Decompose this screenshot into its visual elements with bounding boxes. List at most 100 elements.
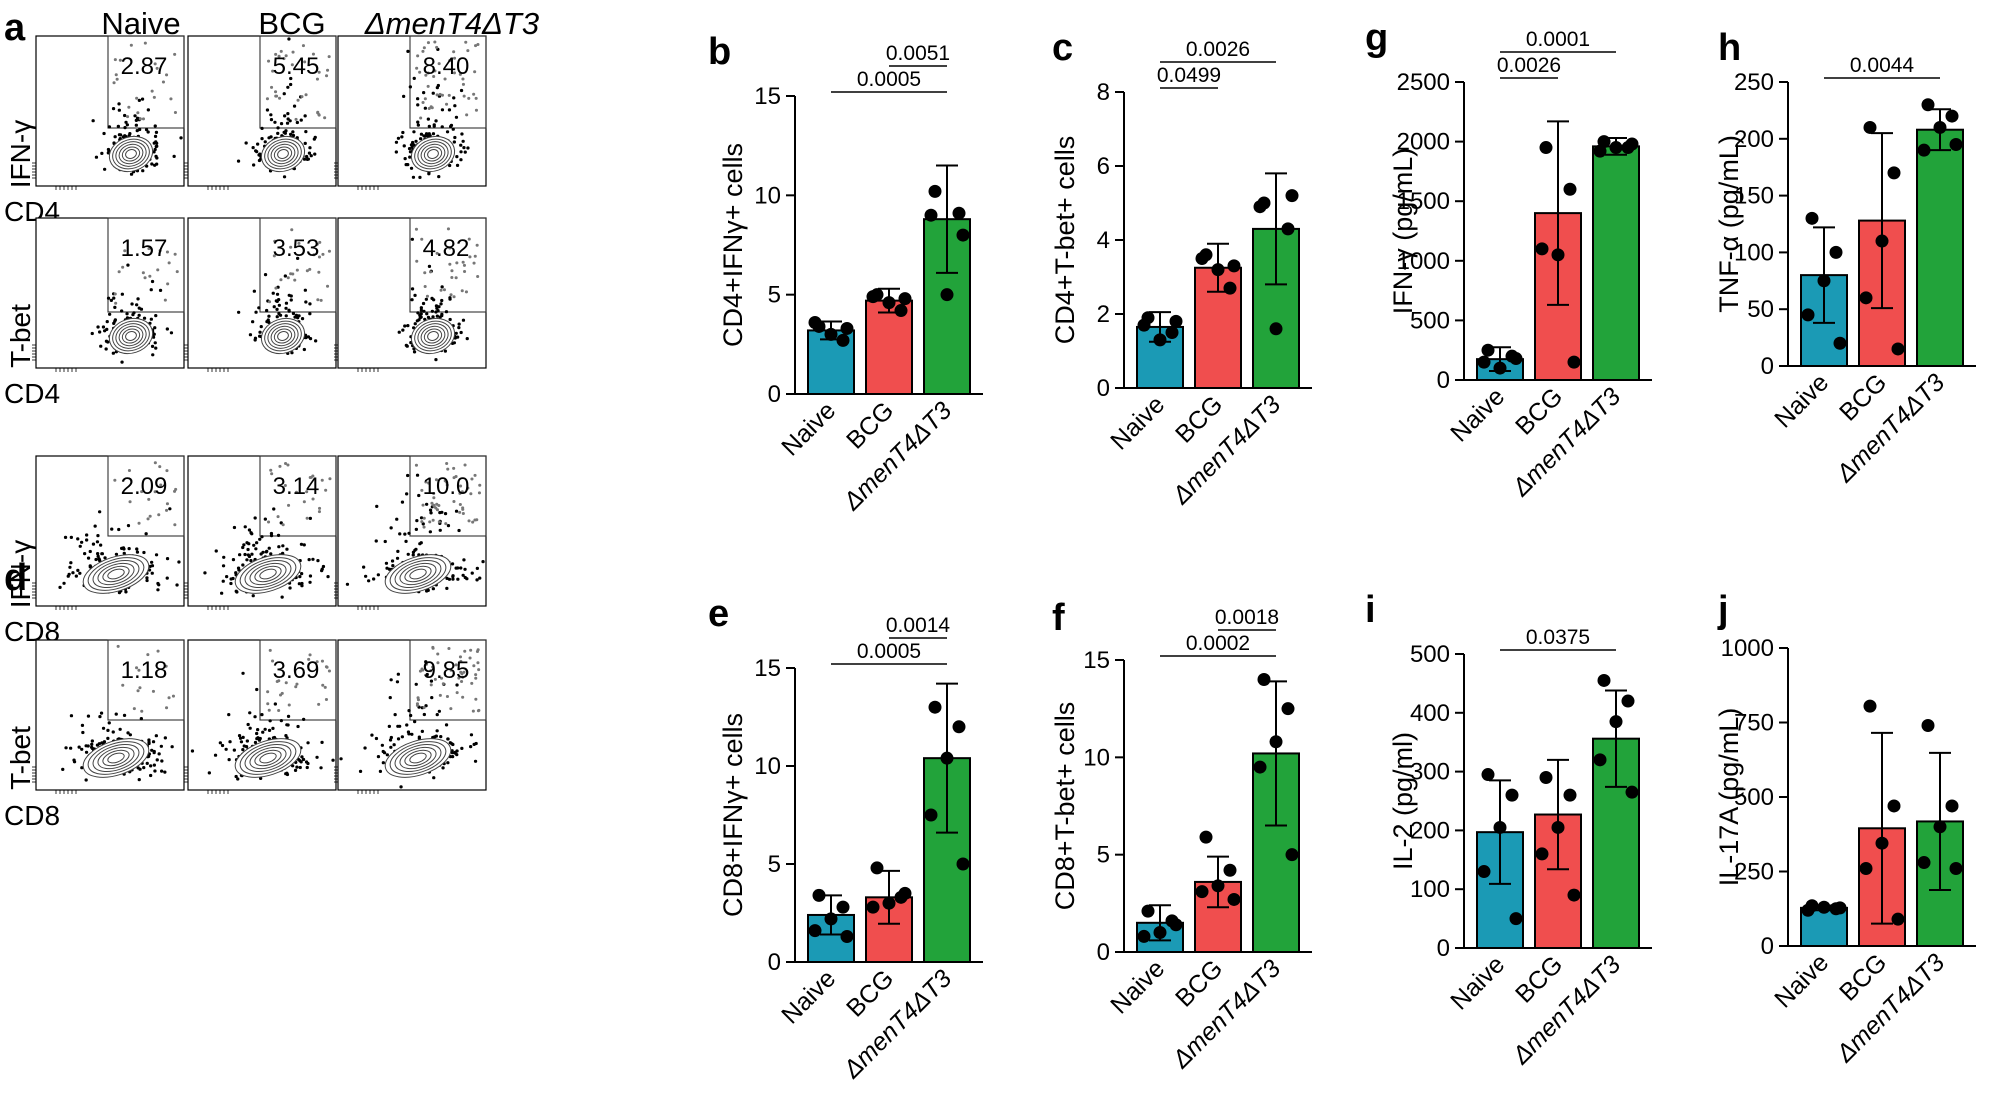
data-point [956,857,970,871]
data-point [1165,326,1179,339]
flow-xlabel-d-2: CD8 [4,800,60,831]
y-axis-label: CD8+IFNγ+ cells [718,713,748,917]
y-tick-label: 1000 [1397,248,1450,275]
data-point [1551,820,1565,834]
p-value-label: 0.0026 [1497,54,1561,77]
flow-contour [409,568,427,580]
flow-gated-events [113,247,179,305]
panel-letter-i: i [1365,589,1376,631]
panel-letter-j: j [1717,589,1729,631]
flow-ylabel-d-1: IFN-γ [5,540,36,608]
category-label-1: Naive [1769,368,1834,433]
y-tick-label: 200 [1734,126,1774,153]
data-point [1863,120,1877,134]
data-point [1933,820,1947,834]
category-label-1: Naive [1105,390,1170,455]
y-tick-label: 500 [1734,784,1774,811]
data-point [1945,109,1959,123]
flow-contour [264,320,302,352]
panel-letter-b: b [708,31,731,73]
flow-contour [244,744,292,772]
data-point [1227,892,1241,906]
flow-gated-events [267,462,332,527]
y-tick-label: 0 [1097,939,1110,966]
flow-contour [404,565,432,583]
flow-contour [420,325,446,347]
flow-contour [244,560,292,588]
data-point [1949,862,1963,876]
flow-contour [404,749,432,767]
p-value-label: 0.0499 [1157,64,1221,87]
y-tick-label: 6 [1097,153,1110,180]
data-point [1859,291,1873,305]
data-point [952,206,966,220]
flow-contour [107,568,125,580]
flow-gated-events [415,40,480,120]
data-point [898,886,912,900]
panel-letter-h: h [1718,27,1741,69]
flow-gated-events [414,227,480,299]
flow-contour [254,565,282,583]
data-point [808,315,822,329]
data-point [956,228,970,242]
category-label-1: Naive [776,964,841,1029]
flow-column-head-naive: Naive [101,6,180,41]
y-tick-label: 250 [1734,69,1774,96]
flow-contour [394,744,442,772]
flow-contour [394,560,442,588]
flow-gate [107,455,185,537]
data-point [1535,242,1549,256]
y-tick-label: 1500 [1397,188,1450,215]
data-point [870,861,884,875]
flow-contour [414,138,452,170]
flow-contour [270,325,296,347]
y-axis-label: CD8+T-bet+ cells [1050,702,1080,911]
data-point [866,290,880,304]
flow-gate [107,639,185,721]
flow-gate [409,455,487,537]
flow-contour [260,135,306,173]
data-point [824,327,838,341]
data-point [928,700,942,714]
data-point [1169,918,1183,932]
flow-contour [87,557,145,591]
y-tick-label: 0 [768,949,781,976]
data-point [1829,245,1843,259]
data-point [824,912,838,926]
y-tick-label: 0 [1437,935,1450,962]
data-point [882,896,896,910]
data-point [1833,901,1847,915]
flow-gate-value: 8.40 [423,53,470,80]
y-tick-label: 15 [754,655,781,682]
y-tick-label: 150 [1734,183,1774,210]
data-point [1805,211,1819,225]
y-axis-label: IL-17A (pg/mL) [1714,708,1744,887]
y-axis-label: CD4+T-bet+ cells [1050,136,1080,345]
y-axis-label: IL-2 (pg/ml) [1388,732,1418,870]
flow-gate-value: 1.57 [121,235,168,262]
flow-contour [260,317,306,355]
flow-contour [423,146,443,162]
flow-gate [259,455,337,537]
flow-gate-value: 2.87 [121,53,168,80]
data-point [866,900,880,914]
data-point [840,321,854,335]
y-tick-label: 5 [1097,842,1110,869]
y-tick-label: 300 [1410,759,1450,786]
flow-contour [92,560,140,588]
flow-ylabel-d-2: T-bet [5,726,36,790]
data-point [1477,865,1491,879]
y-axis-label: IFN-γ (pg/mL) [1388,148,1418,315]
bar-3 [1592,145,1640,381]
flow-contour [115,141,147,167]
flow-contour [384,738,452,778]
panel-letter-g: g [1365,17,1388,59]
flow-gated-events [268,228,331,304]
flow-contour [427,149,439,159]
data-point [1505,788,1519,802]
y-tick-label: 750 [1734,710,1774,737]
data-point [1863,699,1877,713]
data-point [1269,322,1283,336]
flow-plot-a-1-2: 5.45 [184,35,337,190]
